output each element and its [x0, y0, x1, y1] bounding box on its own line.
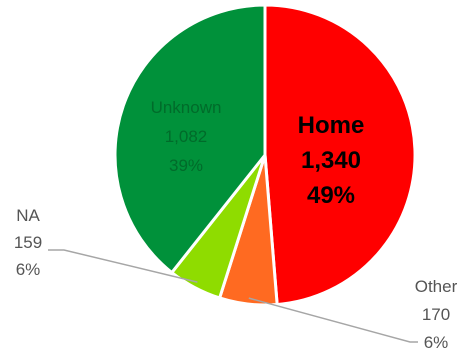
- leader-line-other: [248, 297, 418, 343]
- pie-slice-unknown: [113, 3, 267, 275]
- slice-label-home: Home 1,340 49%: [298, 112, 365, 209]
- slice-label-other-value: 170: [422, 305, 450, 324]
- leader-lines: [48, 249, 418, 343]
- pie-slices: [113, 3, 417, 307]
- slice-label-unknown-value: 1,082: [165, 127, 208, 146]
- slice-label-other-percent: 6%: [424, 333, 449, 352]
- slice-label-unknown-name: Unknown: [151, 98, 222, 117]
- slice-label-na: NA 159 6%: [14, 206, 42, 279]
- slice-label-home-value: 1,340: [301, 147, 361, 174]
- slice-label-home-percent: 49%: [307, 182, 355, 209]
- pie-slice-home: [263, 3, 417, 307]
- slice-label-other-name: Other: [415, 277, 458, 296]
- slice-label-other: Other 170 6%: [415, 277, 458, 352]
- slice-label-home-name: Home: [298, 112, 365, 139]
- slice-label-na-value: 159: [14, 233, 42, 252]
- slice-label-unknown: Unknown 1,082 39%: [151, 98, 222, 175]
- slice-label-unknown-percent: 39%: [169, 156, 203, 175]
- slice-label-na-name: NA: [16, 206, 40, 225]
- leader-line-na: [48, 249, 198, 283]
- slice-label-na-percent: 6%: [16, 260, 41, 279]
